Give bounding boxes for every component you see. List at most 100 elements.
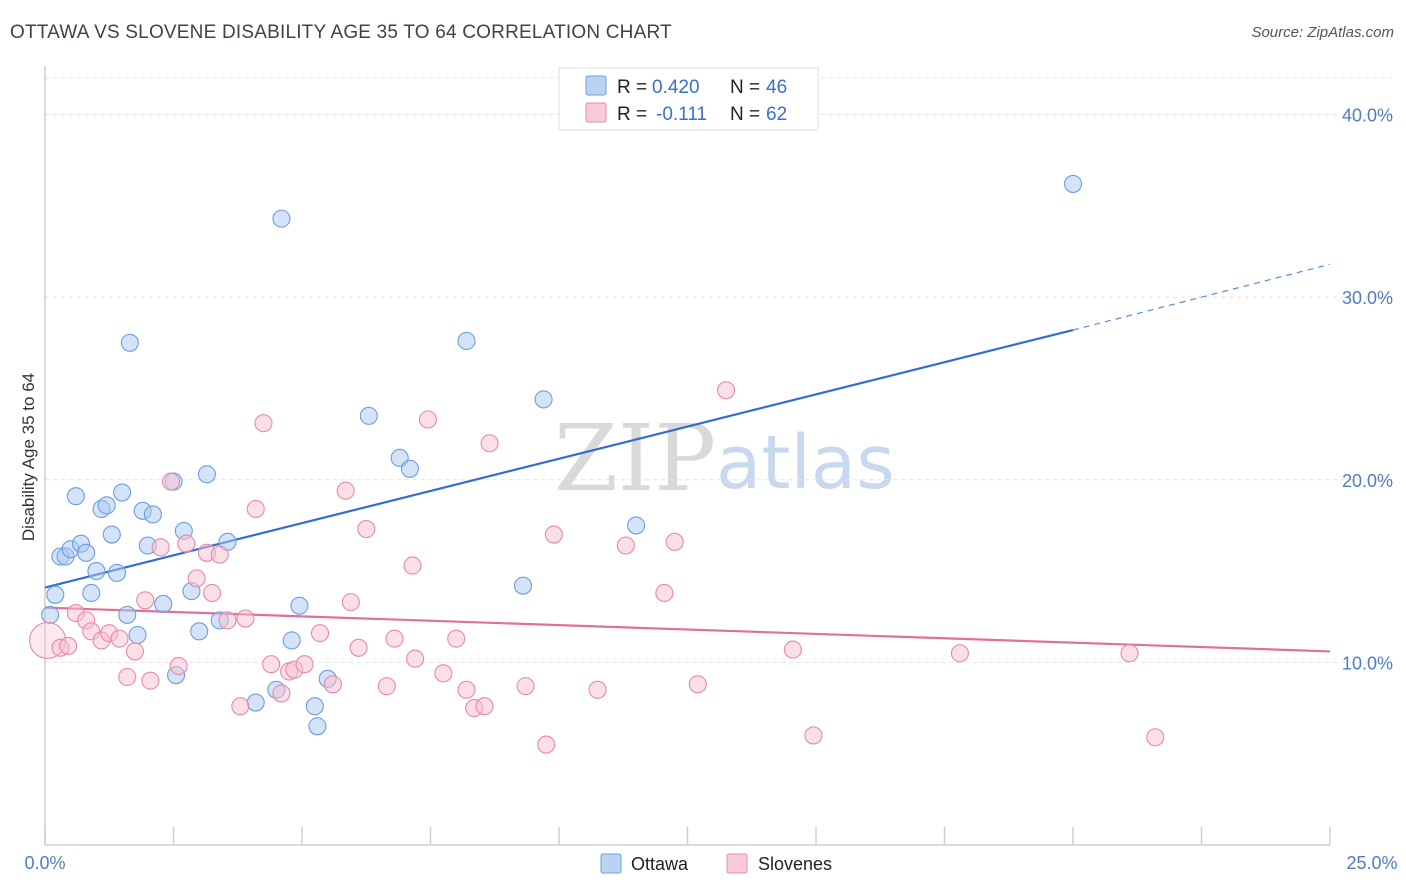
legend-n-value-ottawa: 46 bbox=[766, 77, 787, 98]
point-slovenes-60 bbox=[1120, 644, 1139, 663]
point-slovenes-46 bbox=[475, 697, 494, 716]
point-slovenes-59 bbox=[950, 644, 969, 663]
point-slovenes-19 bbox=[203, 583, 222, 603]
point-ottawa-30 bbox=[246, 693, 265, 712]
point-slovenes-33 bbox=[336, 481, 355, 500]
point-slovenes-43 bbox=[447, 629, 466, 648]
point-slovenes-48 bbox=[516, 677, 535, 696]
point-slovenes-24 bbox=[246, 499, 265, 519]
legend-r-value-ottawa: 0.420 bbox=[652, 77, 700, 98]
point-ottawa-11 bbox=[97, 496, 116, 515]
point-slovenes-57 bbox=[783, 640, 802, 659]
point-slovenes-42 bbox=[434, 664, 453, 683]
y-axis-title: Disability Age 35 to 64 bbox=[19, 373, 38, 541]
watermark-atlas: atlas bbox=[716, 420, 895, 506]
point-slovenes-21 bbox=[218, 611, 237, 630]
point-ottawa-33 bbox=[282, 631, 301, 650]
point-ottawa-17 bbox=[128, 625, 147, 645]
point-slovenes-26 bbox=[262, 655, 281, 674]
point-slovenes-44 bbox=[457, 680, 476, 699]
point-ottawa-26 bbox=[190, 622, 209, 641]
x-tick-label-end: 25.0% bbox=[1346, 853, 1397, 873]
legend-n-label-slovenes: N = bbox=[730, 104, 760, 125]
legend-swatch-ottawa bbox=[585, 75, 607, 96]
point-slovenes-31 bbox=[310, 624, 330, 643]
y-tick-labels: 10.0% 20.0% 30.0% 40.0% bbox=[1342, 106, 1393, 674]
point-slovenes-30 bbox=[295, 655, 314, 674]
point-ottawa-7 bbox=[77, 543, 96, 562]
y-tick-label-2: 30.0% bbox=[1342, 288, 1393, 308]
point-slovenes-49 bbox=[537, 735, 556, 754]
point-slovenes-35 bbox=[349, 638, 368, 657]
legend-r-label-ottawa: R = bbox=[617, 77, 647, 98]
point-slovenes-32 bbox=[323, 675, 342, 694]
point-ottawa-9 bbox=[87, 562, 106, 581]
y-tick-label-0: 10.0% bbox=[1342, 653, 1393, 673]
trend-line-ottawa bbox=[44, 328, 1074, 589]
point-slovenes-22 bbox=[231, 697, 250, 716]
bottom-legend-label-slovenes: Slovenes bbox=[758, 854, 832, 874]
point-slovenes-25 bbox=[254, 414, 273, 433]
point-slovenes-37 bbox=[377, 677, 396, 696]
point-slovenes-61 bbox=[1146, 728, 1165, 747]
point-ottawa-27 bbox=[197, 465, 216, 484]
point-ottawa-41 bbox=[457, 331, 476, 351]
point-ottawa-35 bbox=[305, 697, 324, 716]
point-slovenes-51 bbox=[588, 680, 607, 699]
point-slovenes-38 bbox=[385, 629, 404, 648]
legend-swatch-slovenes bbox=[585, 102, 607, 123]
point-ottawa-44 bbox=[627, 516, 646, 535]
axes bbox=[44, 66, 1331, 846]
grid-lines bbox=[45, 77, 1392, 663]
point-ottawa-43 bbox=[534, 390, 553, 409]
x-tick-labels: 0.0% 25.0% bbox=[24, 853, 1397, 873]
point-slovenes-10 bbox=[125, 642, 144, 661]
legend-r-value-slovenes: -0.111 bbox=[656, 104, 707, 125]
point-slovenes-53 bbox=[655, 583, 674, 603]
y-tick-label-3: 40.0% bbox=[1342, 106, 1393, 126]
point-slovenes-11 bbox=[136, 591, 155, 610]
point-ottawa-21 bbox=[154, 594, 173, 613]
point-slovenes-55 bbox=[688, 675, 707, 694]
point-slovenes-12 bbox=[141, 671, 160, 690]
trend-line-slovenes bbox=[44, 606, 1331, 653]
point-slovenes-27 bbox=[272, 684, 291, 703]
point-slovenes-58 bbox=[804, 726, 823, 745]
trend-lines bbox=[44, 263, 1331, 653]
point-ottawa-14 bbox=[113, 483, 132, 502]
point-slovenes-50 bbox=[544, 525, 563, 544]
point-ottawa-16 bbox=[120, 333, 139, 352]
point-ottawa-20 bbox=[143, 505, 162, 524]
point-slovenes-20 bbox=[210, 545, 229, 564]
point-ottawa-15 bbox=[118, 605, 137, 624]
chart-source: Source: ZipAtlas.com bbox=[1251, 24, 1394, 41]
trend-line-extension-ottawa bbox=[1072, 263, 1331, 331]
point-slovenes-17 bbox=[187, 569, 206, 588]
point-ottawa-36 bbox=[308, 717, 327, 736]
point-slovenes-41 bbox=[418, 410, 437, 429]
series-slovenes bbox=[29, 381, 1165, 754]
point-ottawa-45 bbox=[1063, 174, 1083, 193]
y-tick-label-1: 20.0% bbox=[1342, 471, 1393, 491]
point-slovenes-16 bbox=[177, 534, 196, 553]
legend-r-label-slovenes: R = bbox=[617, 104, 647, 125]
chart-title: OTTAWA VS SLOVENE DISABILITY AGE 35 TO 6… bbox=[10, 22, 672, 43]
point-ottawa-32 bbox=[272, 209, 291, 228]
point-slovenes-52 bbox=[616, 536, 635, 555]
point-ottawa-5 bbox=[66, 487, 85, 506]
point-ottawa-38 bbox=[359, 406, 378, 425]
bottom-legend-swatch-ottawa bbox=[600, 853, 622, 874]
bottom-legend-swatch-slovenes bbox=[726, 853, 748, 874]
point-slovenes-13 bbox=[151, 538, 170, 557]
point-slovenes-54 bbox=[665, 532, 684, 551]
point-slovenes-9 bbox=[118, 667, 137, 687]
point-ottawa-12 bbox=[102, 525, 121, 544]
point-slovenes-8 bbox=[110, 629, 129, 648]
x-tick-label-start: 0.0% bbox=[24, 853, 65, 873]
point-ottawa-42 bbox=[513, 576, 533, 595]
point-slovenes-39 bbox=[403, 556, 422, 575]
bottom-legend: Ottawa Slovenes bbox=[600, 853, 832, 874]
watermark: ZIP atlas bbox=[554, 405, 895, 512]
legend: R = 0.420 N = 46 R = -0.111 N = 62 bbox=[558, 67, 819, 131]
